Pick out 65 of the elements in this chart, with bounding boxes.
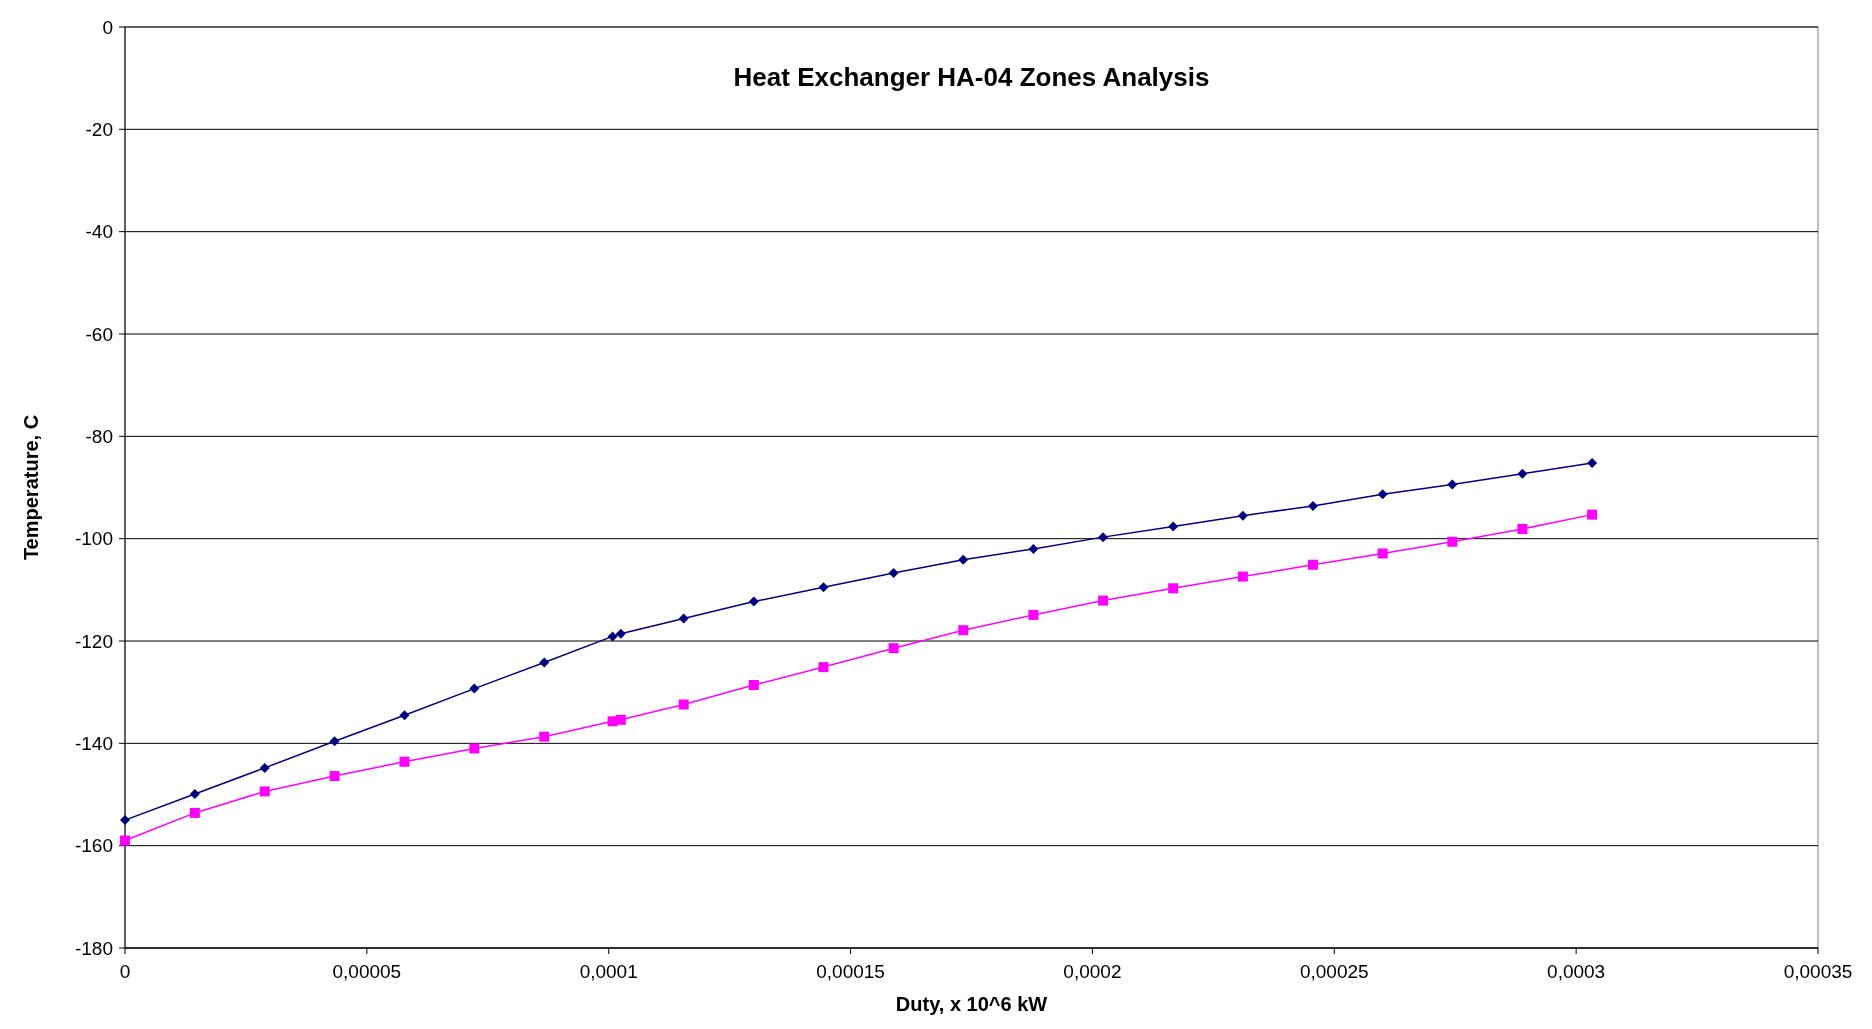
x-axis-title: Duty, x 10^6 kW	[895, 993, 1048, 1015]
point	[1168, 521, 1179, 532]
point	[1028, 609, 1039, 620]
point	[1587, 457, 1598, 468]
y-tick-label: -180	[74, 937, 113, 959]
point	[1587, 509, 1598, 520]
y-tick-label: 0	[102, 16, 113, 38]
point	[607, 631, 618, 642]
point	[748, 680, 759, 690]
point	[539, 657, 550, 668]
y-tick-label: -20	[85, 118, 113, 140]
x-tick-label: 0,0002	[1063, 961, 1122, 982]
point	[1377, 489, 1388, 500]
point	[1517, 523, 1528, 534]
x-tick-label: 0	[119, 961, 131, 982]
point	[1098, 532, 1109, 543]
point	[469, 683, 480, 694]
point	[1517, 468, 1528, 479]
point	[818, 582, 829, 593]
point	[329, 736, 340, 747]
point	[888, 643, 899, 654]
point	[1237, 571, 1248, 582]
point	[1308, 500, 1318, 511]
y-tick-label: -160	[74, 835, 113, 857]
point	[1308, 559, 1318, 570]
x-tick-label: 0,00025	[1299, 961, 1369, 982]
y-tick-label: -60	[85, 323, 113, 345]
point	[958, 554, 969, 565]
point	[259, 786, 270, 797]
point	[678, 699, 689, 710]
x-tick-label: 0,00035	[1783, 961, 1853, 982]
x-tick-label: 0,0001	[579, 961, 638, 982]
y-tick-label: -40	[85, 221, 113, 243]
x-tick-label: 0,00015	[816, 961, 885, 982]
point	[1377, 548, 1388, 559]
y-tick-label: -100	[74, 528, 113, 550]
x-tick-label: 0,0003	[1547, 961, 1606, 982]
point	[399, 710, 410, 721]
point	[259, 762, 270, 773]
y-tick-label: -80	[85, 425, 113, 447]
point	[888, 567, 899, 578]
x-tick-label: 0,00005	[332, 961, 402, 982]
point	[748, 596, 759, 607]
point	[1447, 536, 1458, 547]
point	[1028, 543, 1039, 554]
point	[539, 731, 550, 742]
point	[678, 613, 689, 624]
point	[1098, 595, 1109, 606]
y-axis-title: Temperature, C	[20, 414, 42, 561]
y-tick-label: -140	[74, 732, 113, 754]
point	[120, 815, 130, 826]
point	[329, 771, 340, 782]
point	[1237, 510, 1248, 521]
point	[189, 788, 200, 799]
point	[958, 625, 969, 636]
point	[1447, 479, 1458, 490]
point	[615, 714, 626, 725]
point	[1168, 583, 1179, 594]
point	[189, 807, 200, 818]
point	[615, 628, 626, 639]
text: Heat Exchanger HA-04 Zones Analysis	[733, 62, 1210, 92]
point	[399, 756, 410, 767]
y-tick-label: -120	[74, 630, 113, 652]
point	[818, 662, 829, 673]
point	[469, 743, 480, 754]
